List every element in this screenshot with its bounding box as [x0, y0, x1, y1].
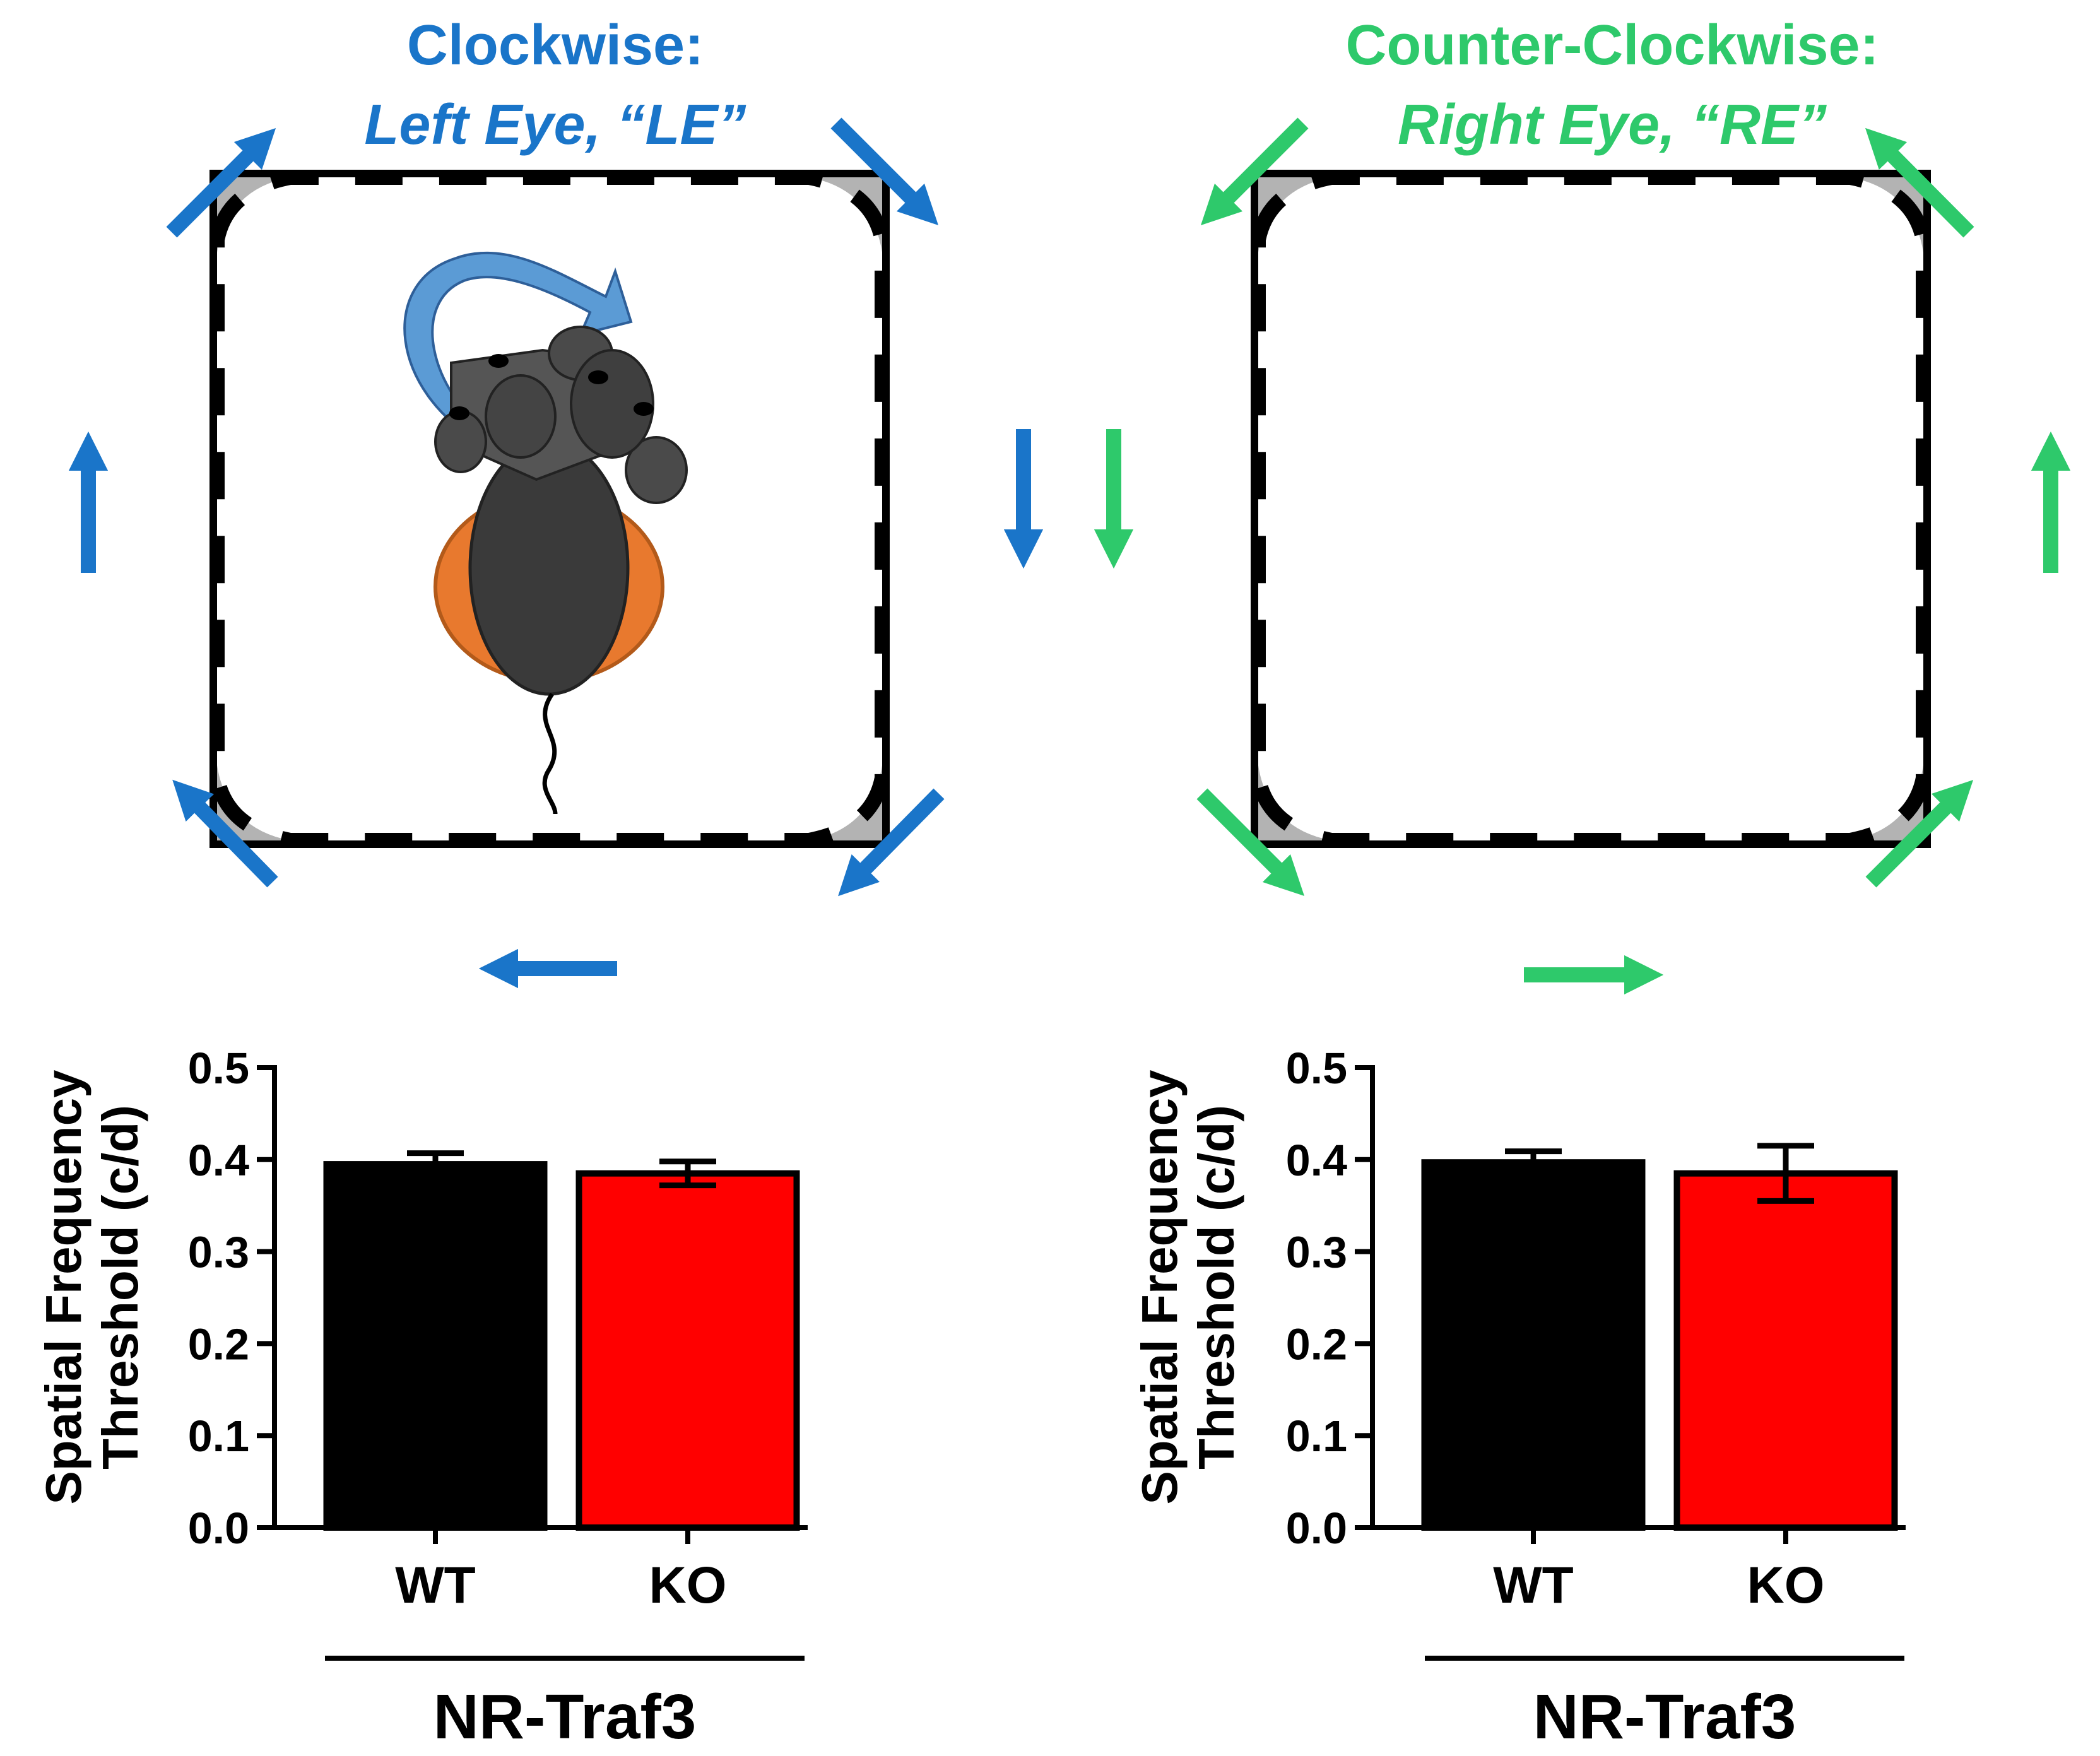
error-bar-wt — [407, 1150, 464, 1179]
y-axis-label-line2: Threshold (c/d) — [92, 1105, 148, 1470]
arrow-up-left-icon — [1865, 127, 1974, 238]
left-panel-subtitle: Left Eye, “LE” — [364, 93, 746, 156]
bar-wt — [1421, 1159, 1646, 1531]
error-bar-wt — [1505, 1148, 1562, 1177]
error-bar-ko — [1757, 1143, 1814, 1204]
y-axis-label-line1: Spatial Frequency — [1131, 1070, 1188, 1505]
y-tick-label: 0.1 — [1286, 1411, 1347, 1461]
arrow-down-left-icon — [838, 788, 945, 897]
left-panel-title: Clockwise: — [407, 14, 704, 77]
group-label: NR-Traf3 — [1533, 1682, 1796, 1752]
error-bar-ko — [659, 1158, 716, 1189]
clockwise-arrows — [68, 117, 1044, 989]
x-tick-label-ko: KO — [1747, 1557, 1825, 1614]
arrow-down-right-icon — [830, 117, 939, 226]
turn-arrow-icon — [403, 251, 633, 444]
chart-right: Spatial Frequency Threshold (c/d) 0.0 0.1… — [1131, 1044, 1906, 1752]
arrow-down-right-icon — [1196, 788, 1305, 897]
y-tick-label: 0.3 — [1286, 1228, 1347, 1277]
y-tick-label: 0.2 — [1286, 1319, 1347, 1369]
x-tick-label-wt: WT — [1493, 1557, 1573, 1614]
counter-clockwise-arrows — [1094, 117, 2071, 995]
right-panel-subtitle: Right Eye, “RE” — [1398, 93, 1827, 156]
right-arena — [1251, 170, 1931, 848]
y-axis-label-line2: Threshold (c/d) — [1188, 1105, 1244, 1470]
arrow-up-left-corner-icon — [172, 779, 278, 888]
arrow-up-left-icon — [166, 127, 276, 238]
x-tick-label-ko: KO — [649, 1557, 727, 1614]
bar-ko — [1673, 1170, 1898, 1531]
right-panel-title: Counter-Clockwise: — [1345, 14, 1879, 77]
left-mouse-illustration — [403, 251, 688, 815]
y-tick-label: 0.5 — [188, 1044, 249, 1093]
y-tick-label: 0.0 — [1286, 1504, 1347, 1553]
y-tick-label: 0.4 — [1286, 1136, 1347, 1185]
arrow-up-right-icon — [1865, 779, 1974, 888]
x-tick-label-wt: WT — [395, 1557, 475, 1614]
y-axis-label-line1: Spatial Frequency — [35, 1070, 91, 1505]
chart-left: Spatial Frequency Threshold (c/d) 0.0 0.1… — [35, 1044, 808, 1752]
y-tick-label: 0.3 — [188, 1228, 249, 1277]
y-tick-label: 0.5 — [1286, 1044, 1347, 1093]
y-tick-label: 0.0 — [188, 1504, 249, 1553]
group-label: NR-Traf3 — [434, 1682, 697, 1752]
bar-ko — [575, 1170, 800, 1531]
y-tick-label: 0.2 — [188, 1319, 249, 1369]
y-tick-label: 0.1 — [188, 1411, 249, 1461]
bar-wt — [323, 1161, 548, 1531]
y-tick-label: 0.4 — [188, 1136, 249, 1185]
arrow-down-left-icon — [1200, 117, 1309, 226]
